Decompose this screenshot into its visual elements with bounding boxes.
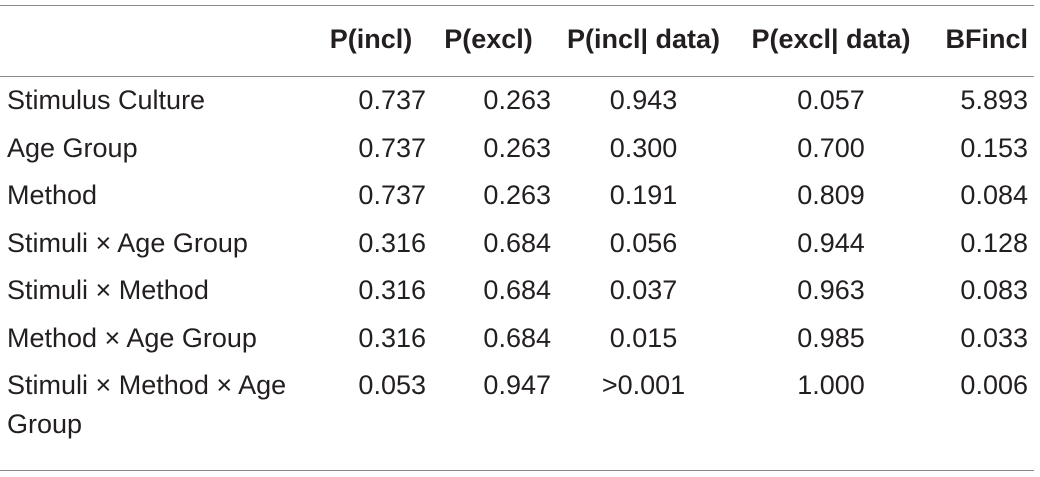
row-label: Method: [7, 180, 98, 210]
cell-p-excl: 0.947: [483, 370, 551, 400]
cell-p-incl-data: 0.191: [609, 180, 678, 210]
header-cell-p-incl-data: P(incl| data): [566, 23, 721, 54]
table-row: Stimuli × Age Group 0.316 0.684 0.056 0.…: [0, 220, 1034, 268]
header-cell-p-incl: P(incl): [329, 23, 413, 54]
row-label: Stimulus Culture: [7, 85, 206, 115]
cell-bf-incl: 5.893: [960, 85, 1028, 115]
cell-p-incl-data: 0.943: [609, 85, 678, 115]
cell-p-incl-data: >0.001: [601, 370, 686, 400]
cell-p-incl: 0.737: [358, 85, 426, 115]
header-rule: [0, 76, 1034, 77]
cell-p-incl: 0.316: [358, 322, 426, 353]
row-label: Stimuli × Method: [7, 275, 209, 305]
cell-bf-incl: 0.033: [960, 322, 1028, 353]
cell-p-excl: 0.263: [483, 85, 551, 115]
cell-p-incl: 0.737: [358, 180, 426, 210]
header-cell-effect: [0, 0, 316, 77]
cell-p-excl: 0.263: [483, 180, 551, 210]
cell-p-excl-data: 0.057: [797, 85, 865, 115]
cell-p-excl-data: 1.000: [797, 370, 865, 400]
cell-p-incl: 0.053: [358, 370, 426, 400]
table-row: Age Group 0.737 0.263 0.300 0.700 0.153: [0, 125, 1034, 173]
table-row: Method 0.737 0.263 0.191 0.809 0.084: [0, 172, 1034, 220]
cell-p-excl-data: 0.944: [797, 227, 865, 258]
cell-p-excl-data: 0.809: [797, 180, 865, 210]
cell-p-incl: 0.316: [358, 275, 426, 305]
cell-p-incl: 0.316: [358, 227, 426, 258]
cell-bf-incl: 0.083: [960, 275, 1028, 305]
row-label: Age Group: [7, 132, 138, 163]
inclusion-probability-table: P(incl) P(excl) P(incl| data) P(excl| da…: [0, 0, 1034, 444]
cell-bf-incl: 0.006: [960, 370, 1028, 400]
cell-p-excl-data: 0.700: [797, 132, 865, 163]
row-label: Stimuli × Method × Age Group: [7, 370, 287, 439]
header-cell-p-excl-data: P(excl| data): [751, 23, 911, 54]
header-cell-p-excl: P(excl): [444, 23, 533, 54]
cell-p-excl: 0.684: [483, 275, 551, 305]
cell-p-incl-data: 0.015: [609, 322, 678, 353]
cell-bf-incl: 0.153: [960, 132, 1028, 163]
table-row: Stimulus Culture 0.737 0.263 0.943 0.057…: [0, 77, 1034, 125]
cell-p-incl-data: 0.056: [609, 227, 678, 258]
table-row: Method × Age Group 0.316 0.684 0.015 0.9…: [0, 315, 1034, 363]
cell-p-excl-data: 0.985: [797, 322, 865, 353]
table-header-row: P(incl) P(excl) P(incl| data) P(excl| da…: [0, 0, 1034, 77]
cell-bf-incl: 0.128: [960, 227, 1028, 258]
cell-p-incl-data: 0.300: [609, 132, 678, 163]
top-rule: [0, 5, 1034, 6]
row-label: Method × Age Group: [7, 322, 257, 353]
row-label: Stimuli × Age Group: [7, 227, 248, 258]
cell-p-excl: 0.684: [483, 227, 551, 258]
cell-p-incl-data: 0.037: [609, 275, 678, 305]
cell-p-excl-data: 0.963: [797, 275, 865, 305]
cell-p-excl: 0.263: [483, 132, 551, 163]
cell-bf-incl: 0.084: [960, 180, 1028, 210]
cell-p-excl: 0.684: [483, 322, 551, 353]
bottom-rule: [0, 470, 1034, 471]
table-row: Stimuli × Method × Age Group 0.053 0.947…: [0, 362, 1034, 444]
header-cell-bf-incl: BFincl: [945, 23, 1028, 54]
cell-p-incl: 0.737: [358, 132, 426, 163]
table-row: Stimuli × Method 0.316 0.684 0.037 0.963…: [0, 267, 1034, 315]
